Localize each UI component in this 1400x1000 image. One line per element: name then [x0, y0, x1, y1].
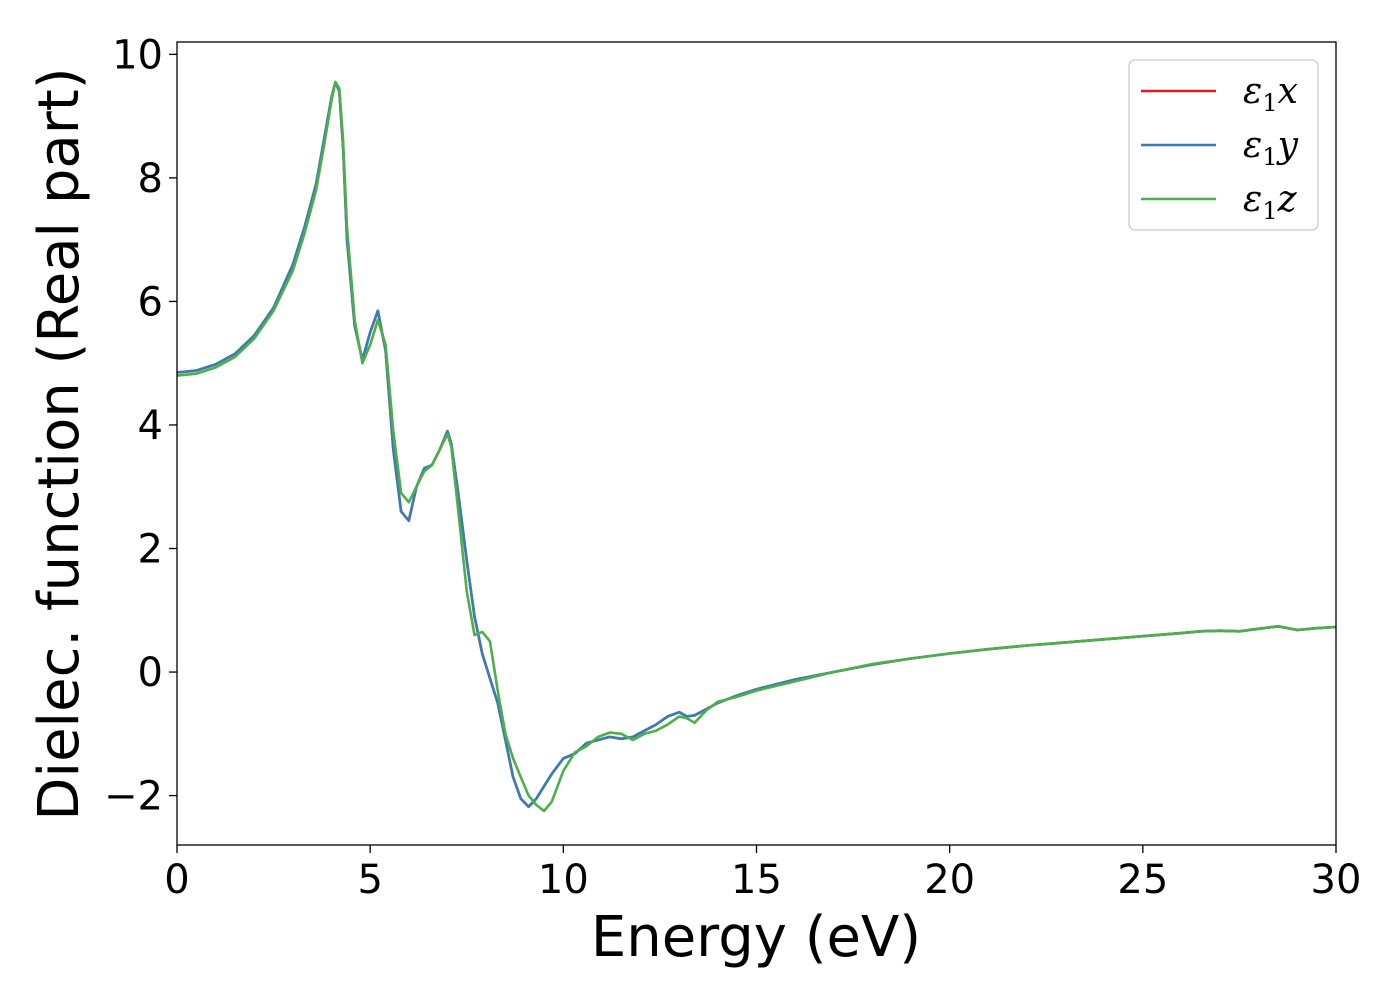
x-tick-label: 15: [731, 857, 782, 903]
plot-series: [177, 80, 1336, 813]
y-tick-label: 6: [138, 279, 163, 325]
x-tick-label: 5: [357, 857, 382, 903]
x-tick-label: 0: [164, 857, 189, 903]
x-tick-label: 10: [538, 857, 589, 903]
y-tick-label: 0: [138, 650, 163, 696]
series-line-z: [177, 80, 1336, 813]
y-tick-label: −2: [104, 774, 163, 820]
legend-box: [1128, 59, 1319, 231]
legend-label-y: ε1y: [1243, 125, 1299, 171]
y-axis-title: Dielec. function (Real part): [27, 67, 92, 820]
legend-label-x: ε1x: [1243, 71, 1298, 117]
x-axis-title: Energy (eV): [591, 905, 921, 970]
y-tick-label: 2: [138, 527, 163, 573]
x-tick-label: 20: [924, 857, 975, 903]
y-axis-ticks: −2 0 2 4 6 8 10: [104, 32, 177, 820]
y-tick-label: 8: [138, 156, 163, 202]
y-tick-label: 4: [138, 403, 163, 449]
legend-label-z: ε1z: [1243, 179, 1298, 225]
legend: ε1x ε1y ε1z: [1128, 59, 1319, 231]
x-axis-ticks: 0 5 10 15 20 25 30: [164, 845, 1361, 903]
x-tick-label: 30: [1311, 857, 1362, 903]
y-tick-label: 10: [112, 32, 163, 78]
legend-items: ε1x ε1y ε1z: [1141, 71, 1299, 225]
x-tick-label: 25: [1117, 857, 1168, 903]
